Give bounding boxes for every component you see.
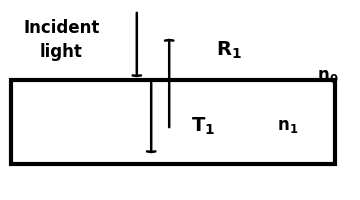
Text: $\mathbf{n_1}$: $\mathbf{n_1}$ (277, 117, 298, 135)
Bar (11, 80, 335, 164)
Text: $\mathbf{T_1}$: $\mathbf{T_1}$ (191, 115, 215, 137)
Text: $\mathbf{R_1}$: $\mathbf{R_1}$ (216, 39, 242, 61)
Text: Incident
light: Incident light (23, 19, 99, 61)
Text: $\mathbf{n_0}$: $\mathbf{n_0}$ (317, 67, 338, 85)
